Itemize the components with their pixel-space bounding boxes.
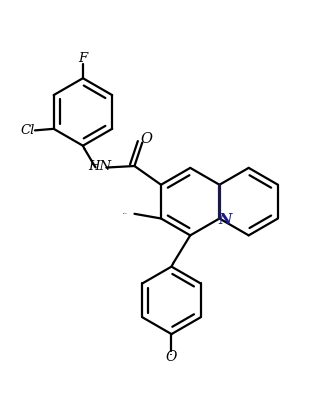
Text: O: O [165, 350, 177, 364]
Text: methyl: methyl [123, 212, 128, 214]
Text: F: F [79, 52, 88, 65]
Text: O: O [140, 133, 152, 146]
Text: HN: HN [88, 160, 111, 173]
Text: Cl: Cl [21, 124, 35, 137]
Text: N: N [218, 213, 232, 227]
